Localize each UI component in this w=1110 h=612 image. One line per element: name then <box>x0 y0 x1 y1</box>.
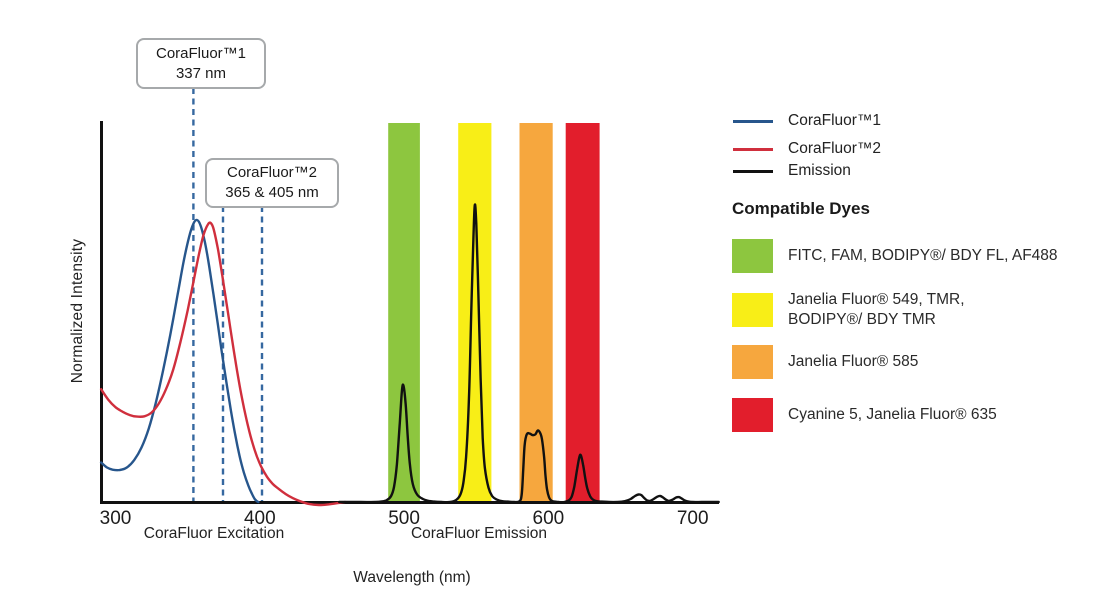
dye-item-label: Janelia Fluor® 585 <box>788 353 919 370</box>
dye-item-label: Cyanine 5, Janelia Fluor® 635 <box>788 406 997 423</box>
compatible-dyes-heading: Compatible Dyes <box>732 199 870 218</box>
annotation-value: 337 nm <box>175 64 227 82</box>
dye-color-swatch <box>732 398 773 432</box>
legend-item: CoraFluor™1 <box>733 111 881 131</box>
legend-item: CoraFluor™2 <box>733 139 881 159</box>
series-curve-corafluor-2 <box>99 221 347 507</box>
dye-color-swatch <box>732 239 773 273</box>
series-curves <box>99 203 720 507</box>
dye-item: Janelia Fluor® 549, TMR, BODIPY®/ BDY TM… <box>732 290 965 330</box>
dye-item-label: Janelia Fluor® 549, TMR, BODIPY®/ BDY TM… <box>788 291 965 328</box>
series-curve-corafluor-1 <box>99 218 260 504</box>
filter-bands <box>388 123 600 502</box>
x-tick-label: 700 <box>677 508 709 529</box>
legend-item-label: CoraFluor™1 <box>788 112 882 129</box>
dye-color-swatch <box>732 345 773 379</box>
filter-band <box>458 123 492 502</box>
legend: CoraFluor™1 CoraFluor™2 Emission <box>733 111 881 181</box>
x-section-label-excitation: CoraFluor Excitation <box>143 525 285 542</box>
series-curve-emission <box>338 203 720 504</box>
legend-item: Emission <box>733 161 881 181</box>
legend-line-swatch <box>733 147 773 151</box>
legend-item-label: CoraFluor™2 <box>788 140 882 157</box>
dye-item: Janelia Fluor® 585 <box>732 345 918 379</box>
dye-item: Cyanine 5, Janelia Fluor® 635 <box>732 398 997 432</box>
x-tick-labels: 300 400 500 600 700 <box>100 508 709 529</box>
x-section-label-emission: CoraFluor Emission <box>410 525 548 542</box>
legend-line-swatch <box>733 169 773 173</box>
filter-band <box>388 123 420 502</box>
x-tick-label: 400 <box>244 508 276 529</box>
annotation-box-coralfluor1: CoraFluor™1 337 nm <box>136 38 266 89</box>
legend-line-swatch <box>733 119 773 123</box>
x-tick-label: 500 <box>388 508 420 529</box>
y-axis-label: Normalized Intensity <box>69 238 86 384</box>
dye-item-label: FITC, FAM, BODIPY®/ BDY FL, AF488 <box>788 247 1058 264</box>
x-tick-label: 300 <box>100 508 132 529</box>
annotation-box-coralfluor2: CoraFluor™2 365 & 405 nm <box>205 158 339 208</box>
annotation-value: 365 & 405 nm <box>225 184 319 201</box>
legend-item-label: Emission <box>788 162 851 179</box>
x-axis-title: Wavelength (nm) <box>353 569 471 586</box>
dye-item: FITC, FAM, BODIPY®/ BDY FL, AF488 <box>732 239 1058 273</box>
dye-color-swatch <box>732 293 773 327</box>
x-tick-label: 600 <box>533 508 565 529</box>
annotation-title: CoraFluor™2 <box>226 164 318 181</box>
annotation-title: CoraFluor™1 <box>155 44 247 62</box>
filter-band <box>565 123 600 502</box>
